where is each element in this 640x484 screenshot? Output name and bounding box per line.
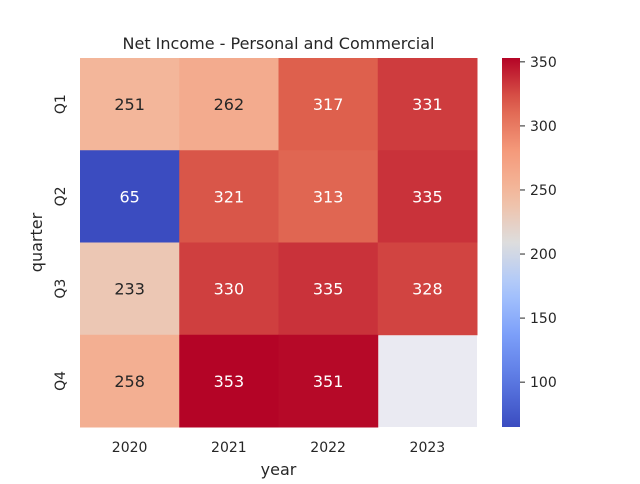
- cell-value-label: 251: [114, 95, 145, 114]
- x-tick-label: 2023: [410, 440, 446, 456]
- y-tick-label: Q2: [53, 186, 69, 206]
- heatmap-cell: [179, 242, 279, 336]
- heatmap-cell: [179, 334, 279, 428]
- cell-value-label: 313: [313, 187, 344, 206]
- cell-value-label: 258: [114, 372, 145, 391]
- y-axis-label: quarter: [27, 212, 46, 272]
- x-axis-label: year: [261, 460, 297, 479]
- colorbar-tick-label: 250: [530, 183, 557, 199]
- y-tick-label: Q1: [53, 94, 69, 114]
- heatmap-cell: [80, 150, 180, 243]
- heatmap-cell: [80, 242, 180, 336]
- chart-title: Net Income - Personal and Commercial: [123, 34, 435, 53]
- cell-value-label: 351: [313, 372, 344, 391]
- cell-value-label: 335: [412, 187, 443, 206]
- cell-value-label: 335: [313, 280, 344, 299]
- heatmap-cell: [377, 242, 478, 336]
- heatmap-cell: [179, 150, 279, 243]
- heatmap-cell: [80, 334, 180, 428]
- colorbar-tick-label: 200: [530, 247, 557, 263]
- cell-value-label: 65: [119, 187, 139, 206]
- colorbar-tick-label: 350: [530, 55, 557, 71]
- cell-value-label: 317: [313, 95, 344, 114]
- cell-value-label: 331: [412, 95, 443, 114]
- cell-value-label: 353: [214, 372, 245, 391]
- cell-value-label: 321: [214, 187, 245, 206]
- colorbar: [502, 58, 520, 427]
- heatmap-cell: [278, 58, 379, 151]
- colorbar-tick-label: 150: [530, 311, 557, 327]
- cell-value-label: 262: [214, 95, 245, 114]
- heatmap-cell: [278, 334, 379, 428]
- cell-value-label: 233: [114, 280, 145, 299]
- y-tick-label: Q3: [53, 279, 69, 299]
- heatmap-cell: [80, 58, 180, 151]
- y-tick-label: Q4: [53, 371, 69, 391]
- x-tick-label: 2021: [211, 440, 247, 456]
- cell-value-label: 328: [412, 280, 443, 299]
- x-tick-label: 2020: [112, 440, 148, 456]
- colorbar-tick-label: 100: [530, 375, 557, 391]
- heatmap-cell: [278, 242, 379, 336]
- heatmap-cell: [179, 58, 279, 151]
- cell-value-label: 330: [214, 280, 245, 299]
- heatmap-cell: [377, 150, 478, 243]
- x-tick-label: 2022: [310, 440, 346, 456]
- colorbar-tick-label: 300: [530, 119, 557, 135]
- heatmap-cell: [377, 58, 478, 151]
- heatmap-cell: [278, 150, 379, 243]
